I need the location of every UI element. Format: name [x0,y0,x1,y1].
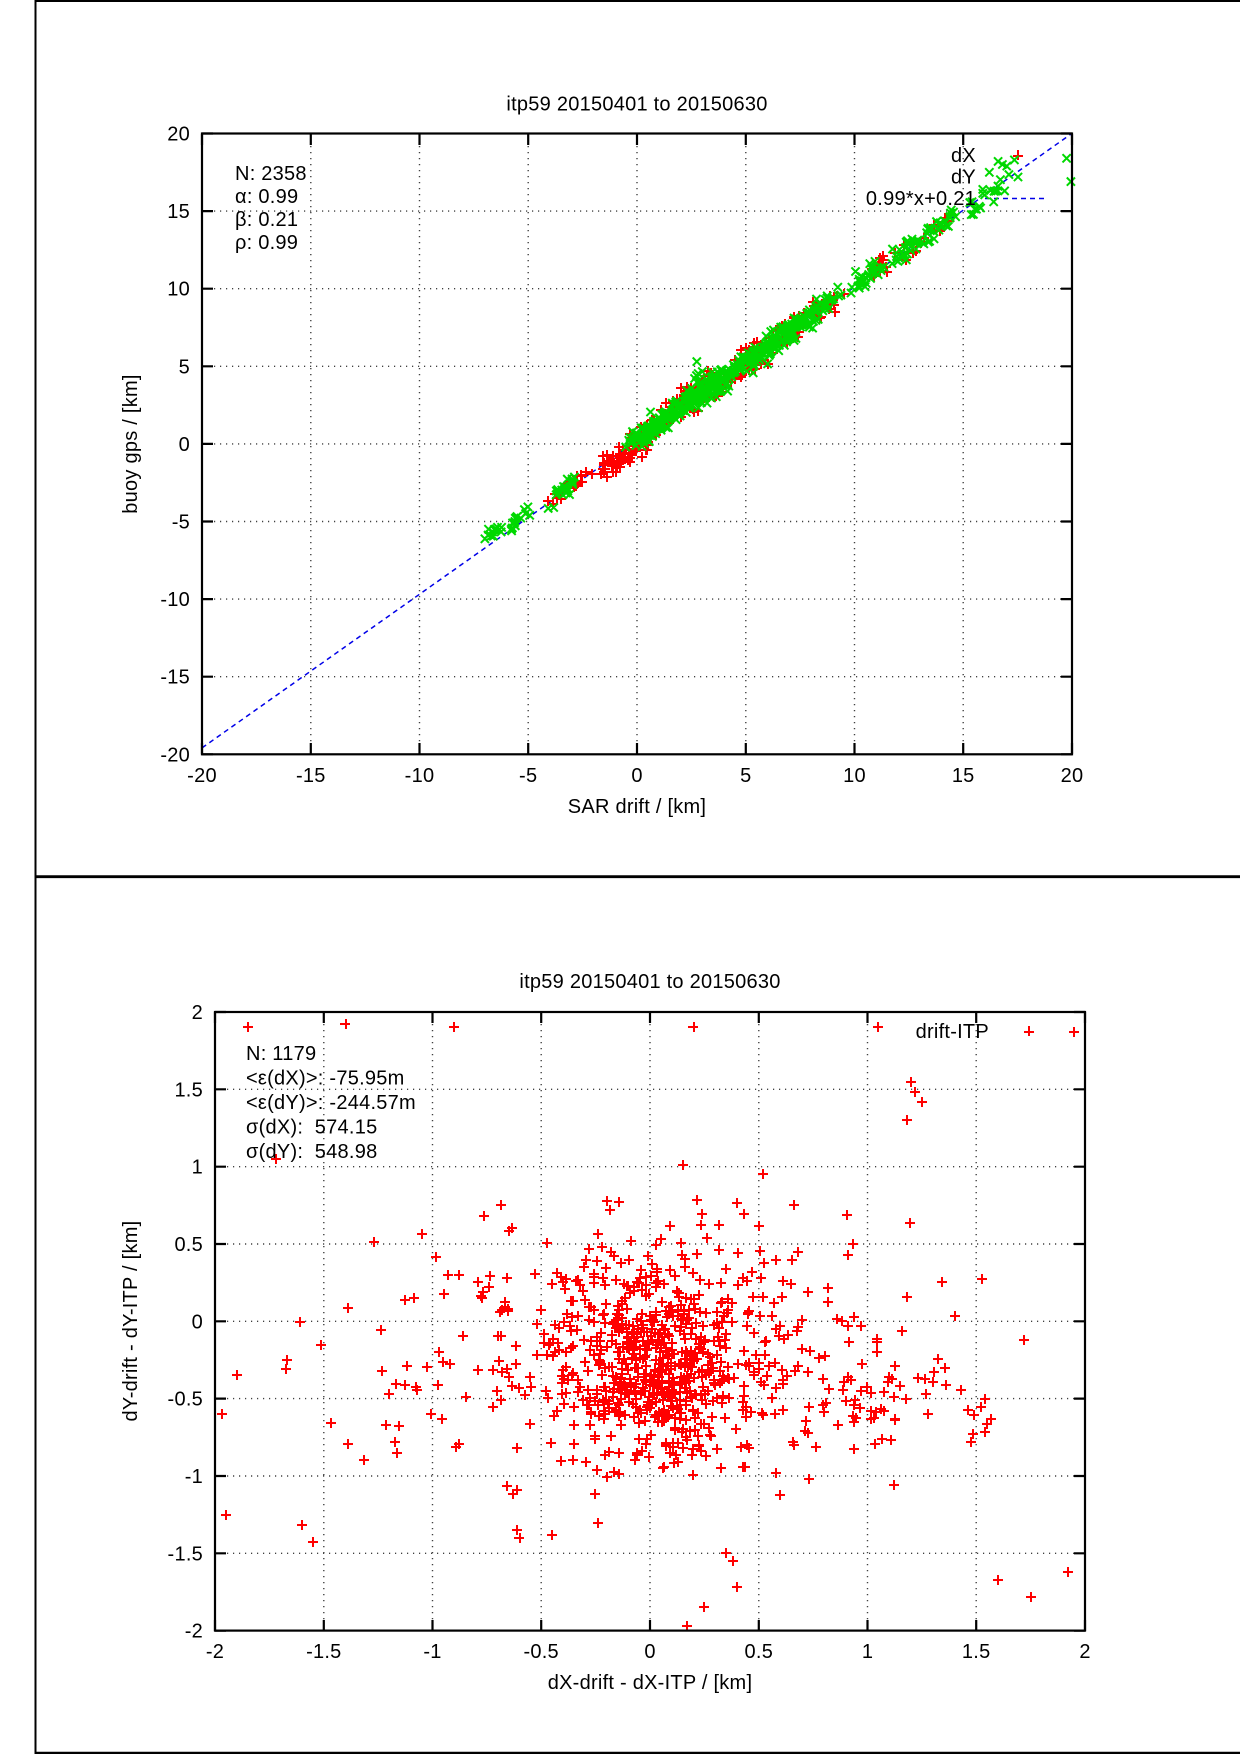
svg-text:-15: -15 [296,765,326,787]
svg-text:dX-drift - dX-ITP / [km]: dX-drift - dX-ITP / [km] [548,1672,753,1694]
svg-text:10: 10 [167,279,190,301]
svg-text:15: 15 [167,201,190,223]
svg-text:0: 0 [644,1641,655,1663]
svg-text:20: 20 [1061,765,1084,787]
svg-text:β: 0.21: β: 0.21 [235,209,298,231]
svg-text:0: 0 [192,1311,203,1333]
svg-text:ρ: 0.99: ρ: 0.99 [235,232,298,254]
svg-text:10: 10 [843,765,866,787]
svg-text:-2: -2 [185,1621,203,1643]
svg-text:20: 20 [167,124,190,146]
svg-text:dY-drift - dY-ITP / [km]: dY-drift - dY-ITP / [km] [120,1221,142,1422]
svg-text:itp59 20150401 to 20150630: itp59 20150401 to 20150630 [519,971,780,993]
svg-text:1: 1 [192,1157,203,1179]
svg-text:-20: -20 [160,744,190,766]
svg-text:drift-ITP: drift-ITP [916,1021,989,1043]
svg-text:-10: -10 [160,589,190,611]
svg-text:buoy gps / [km]: buoy gps / [km] [120,374,142,513]
svg-text:-5: -5 [172,512,190,534]
svg-text:dX: dX [951,145,976,167]
svg-text:-1: -1 [423,1641,441,1663]
svg-text:1.5: 1.5 [962,1641,991,1663]
svg-text:N: 1179: N: 1179 [246,1043,316,1065]
svg-text:dY: dY [951,167,976,189]
svg-text:0: 0 [179,434,190,456]
svg-text:itp59 20150401 to 20150630: itp59 20150401 to 20150630 [506,94,767,116]
svg-text:-2: -2 [206,1641,224,1663]
svg-text:0.5: 0.5 [745,1641,774,1663]
svg-text:5: 5 [740,765,751,787]
svg-text:SAR drift / [km]: SAR drift / [km] [568,796,706,818]
svg-text:-0.5: -0.5 [523,1641,558,1663]
svg-text:α: 0.99: α: 0.99 [235,186,298,208]
svg-text:-1.5: -1.5 [168,1543,203,1565]
svg-text:-10: -10 [405,765,435,787]
svg-text:1.5: 1.5 [174,1079,203,1101]
svg-text:1: 1 [862,1641,873,1663]
svg-text:0: 0 [631,765,642,787]
svg-text:-0.5: -0.5 [168,1389,203,1411]
svg-text:5: 5 [179,356,190,378]
svg-text:σ(dY): 548.98: σ(dY): 548.98 [246,1141,377,1163]
svg-text:σ(dX): 574.15: σ(dX): 574.15 [246,1117,377,1139]
svg-text:N: 2358: N: 2358 [235,163,307,185]
svg-text:<ε(dX)>: -75.95m: <ε(dX)>: -75.95m [246,1068,405,1090]
svg-text:-20: -20 [187,765,217,787]
svg-text:-1.5: -1.5 [306,1641,341,1663]
svg-text:-5: -5 [519,765,537,787]
svg-text:-1: -1 [185,1466,203,1488]
svg-text:0.5: 0.5 [174,1234,203,1256]
svg-text:<ε(dY)>: -244.57m: <ε(dY)>: -244.57m [246,1092,416,1114]
svg-text:0.99*x+0.21: 0.99*x+0.21 [866,188,976,210]
svg-text:15: 15 [952,765,975,787]
svg-text:2: 2 [1079,1641,1090,1663]
svg-text:-15: -15 [160,667,190,689]
svg-text:2: 2 [192,1002,203,1024]
